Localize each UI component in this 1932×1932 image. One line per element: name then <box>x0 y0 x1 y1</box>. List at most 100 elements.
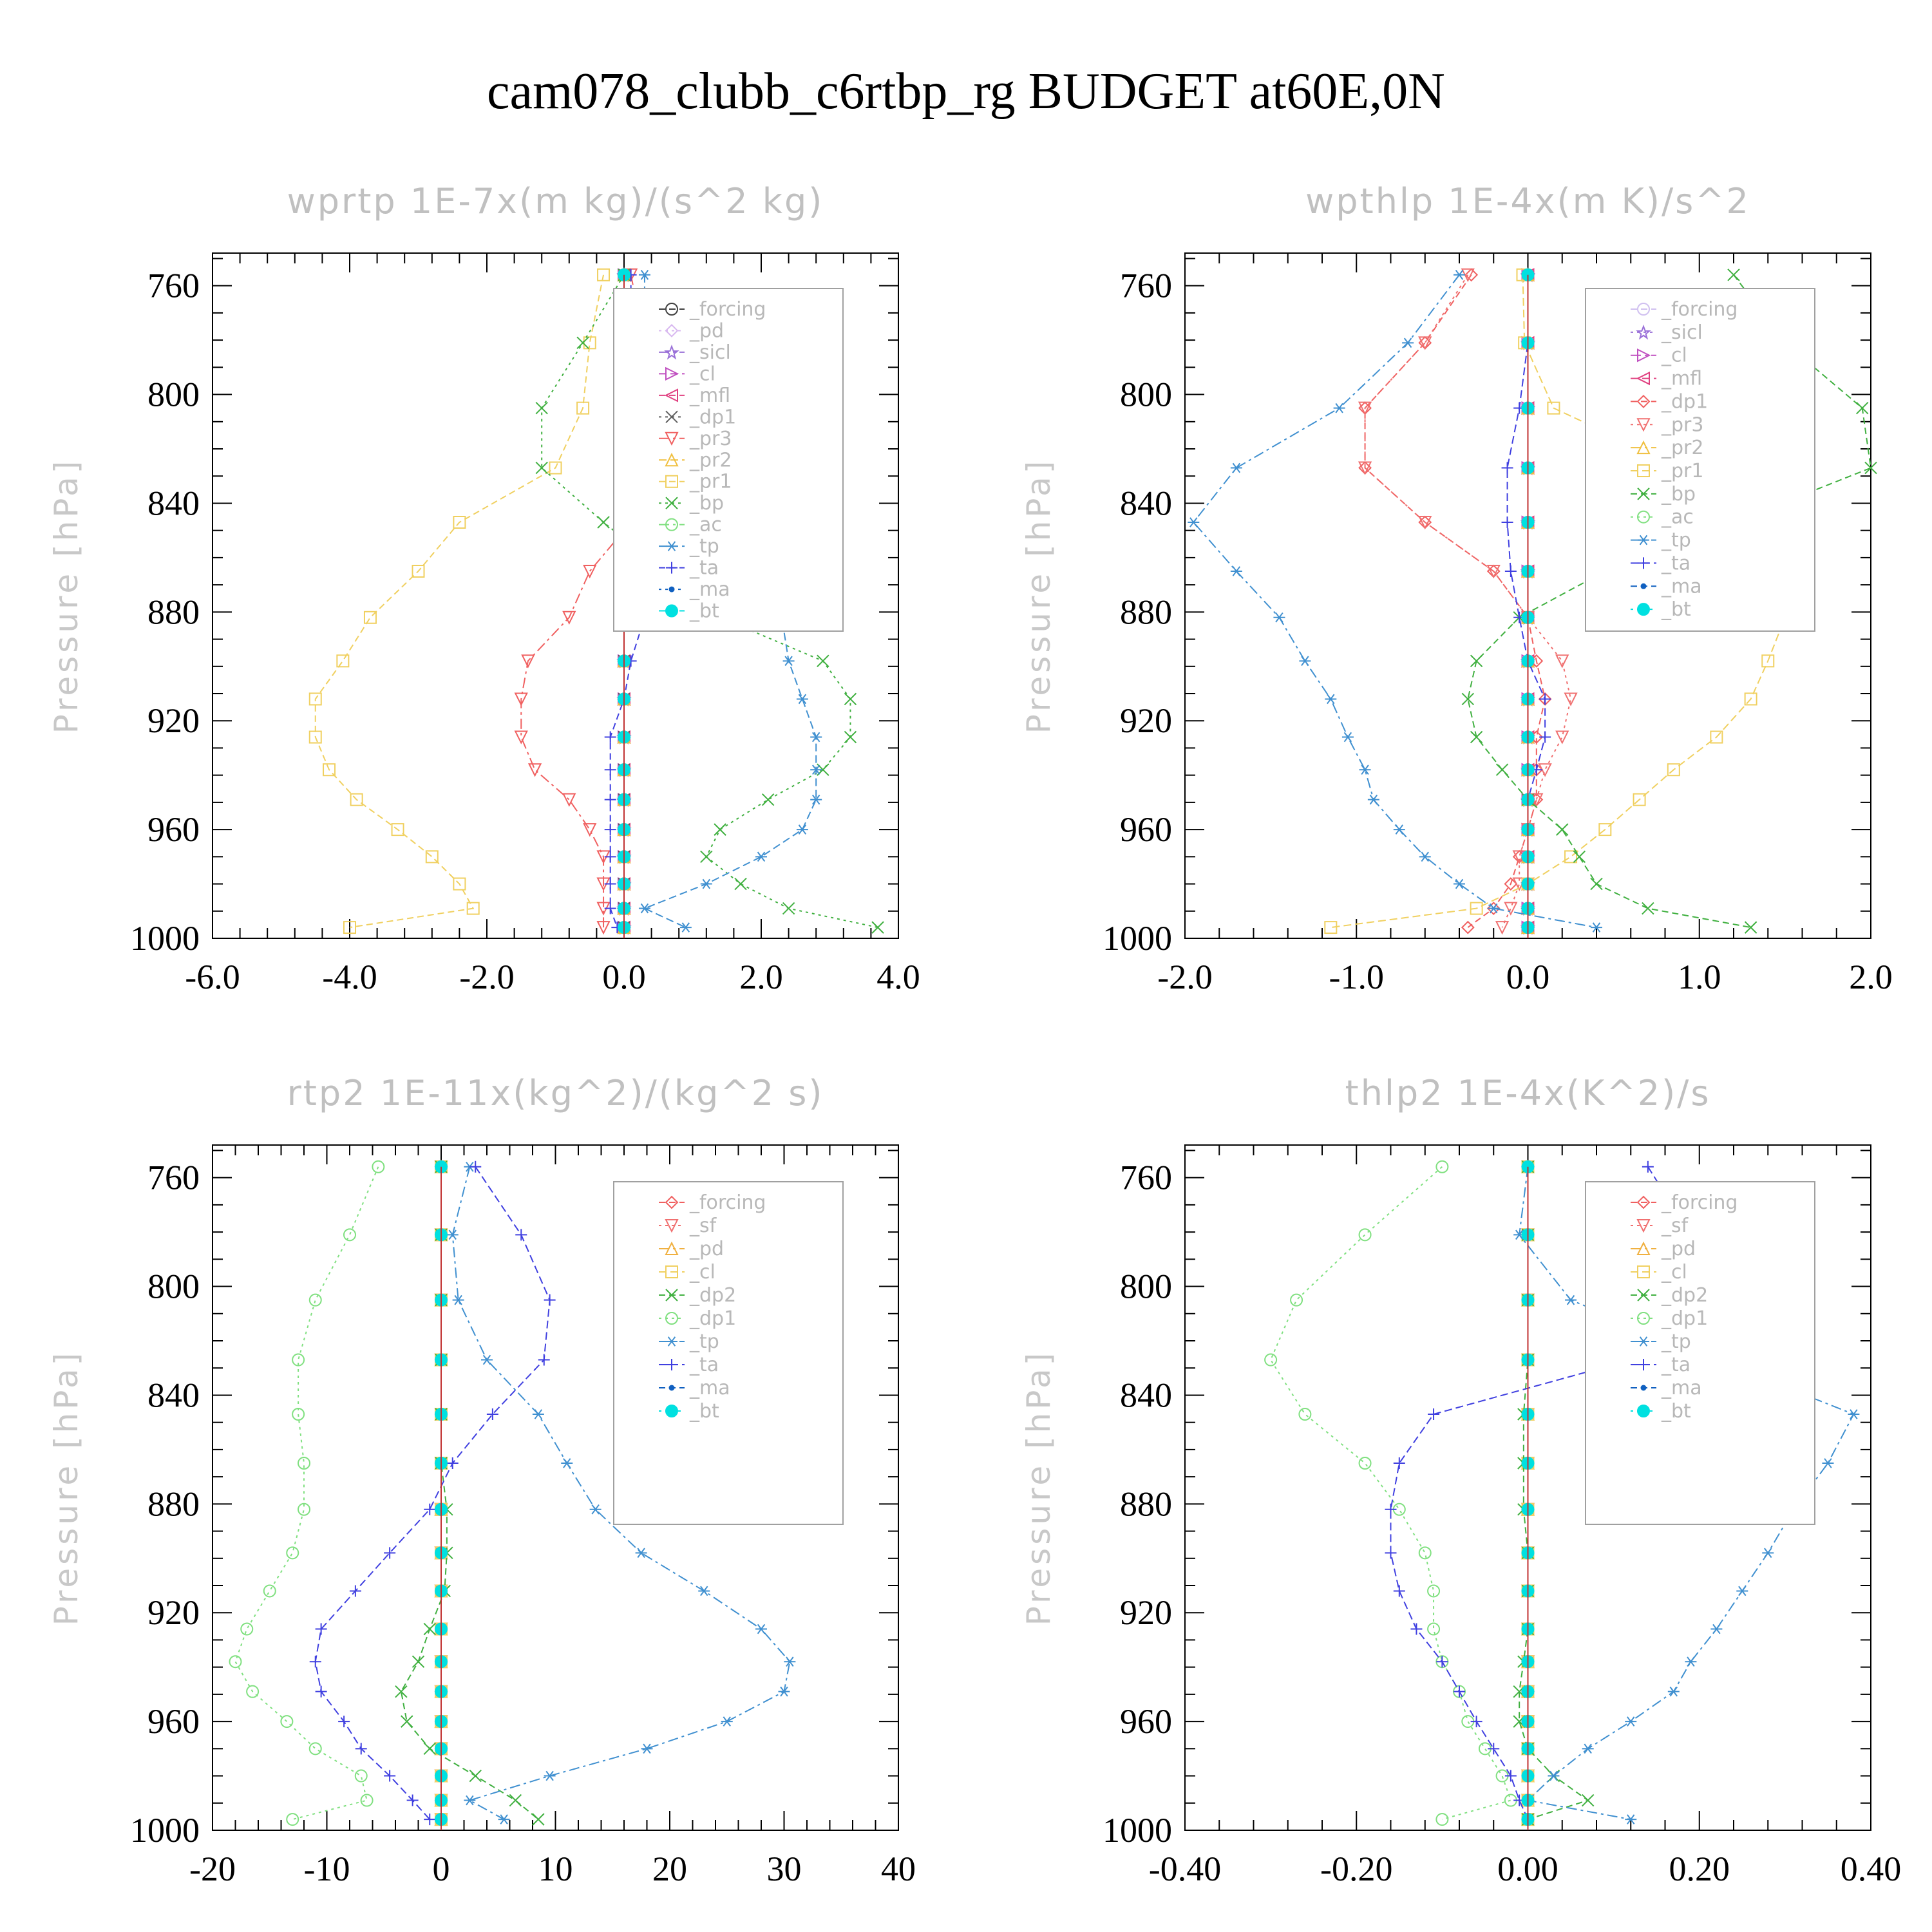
legend-marker <box>1636 395 1651 408</box>
legend-label: _dp1 <box>689 1307 736 1330</box>
data-point <box>391 823 404 837</box>
data-point <box>1436 1656 1448 1668</box>
data-point <box>844 692 857 706</box>
y-tick-label: 840 <box>147 484 200 522</box>
data-point <box>406 1794 419 1806</box>
x-tick-label: 40 <box>881 1850 916 1888</box>
data-point <box>1864 461 1877 475</box>
data-point <box>1582 1743 1594 1754</box>
data-point <box>1358 1228 1372 1242</box>
data-point <box>1762 1548 1774 1558</box>
data-point <box>604 731 616 743</box>
data-point <box>1685 1656 1697 1667</box>
data-point <box>1393 824 1405 835</box>
y-tick-label: 800 <box>1120 375 1172 414</box>
legend-item: _forcing <box>659 298 766 321</box>
legend-item: _ta <box>1631 552 1690 574</box>
legend-item: _dp2 <box>1631 1284 1708 1307</box>
data-point <box>1358 461 1372 475</box>
data-point <box>1495 763 1509 776</box>
data-point <box>514 692 528 706</box>
x-tick-label: -20 <box>189 1850 236 1888</box>
data-point <box>576 336 589 350</box>
data-point <box>1822 1458 1834 1468</box>
data-point <box>453 877 466 891</box>
data-point <box>466 902 480 915</box>
y-tick-label: 760 <box>1120 1159 1172 1197</box>
series-dp1 <box>229 1160 385 1826</box>
data-point <box>638 269 650 280</box>
legend-marker <box>665 1219 679 1233</box>
legend-item: _pd <box>1631 1238 1696 1260</box>
data-point <box>1488 1743 1500 1755</box>
chart-panel-2: wpthlp 1E-4x(m K)/s^2 Pressure [hPa] 760 80… <box>1020 181 1893 996</box>
x-tick-label: -2.0 <box>1157 958 1212 996</box>
legend-item: _ta <box>1631 1354 1690 1376</box>
data-point <box>544 1294 556 1306</box>
x-tick-label: 2.0 <box>1849 958 1893 996</box>
data-point <box>1504 877 1518 891</box>
legend-box <box>613 288 844 632</box>
legend-marker <box>1638 1336 1649 1347</box>
data-point <box>229 1655 242 1669</box>
legend-label: _tp <box>689 1331 719 1353</box>
data-point <box>755 1624 767 1634</box>
data-point <box>521 654 535 668</box>
data-point <box>315 1623 327 1635</box>
legend-label: _sf <box>689 1215 717 1237</box>
x-tick-label: 2.0 <box>739 958 783 996</box>
legend-item: _ta <box>659 1354 719 1376</box>
data-point <box>1581 1794 1595 1807</box>
data-point <box>446 1457 459 1469</box>
data-point <box>360 1794 374 1807</box>
data-point <box>721 1716 733 1727</box>
data-point <box>350 793 363 806</box>
legend-label: _pd <box>1661 1238 1696 1260</box>
legend-item: _bt <box>1631 598 1691 621</box>
data-point <box>1598 823 1612 837</box>
data-point <box>596 921 611 935</box>
legend-item: _ac <box>1631 506 1694 529</box>
legend-label: _ta <box>689 1354 719 1376</box>
x-tick-label: 0 <box>433 1850 450 1888</box>
x-tick-label: -2.0 <box>459 958 514 996</box>
data-point <box>1486 565 1501 579</box>
legend-item: _cl <box>1631 345 1687 367</box>
legend-item: _forcing <box>659 1191 766 1214</box>
legend-marker <box>1637 464 1650 477</box>
data-point <box>1625 1814 1637 1824</box>
data-point <box>1565 1294 1577 1305</box>
legend-item: _mfl <box>1631 368 1702 390</box>
data-point <box>755 851 767 862</box>
data-point <box>1573 850 1586 864</box>
legend-marker <box>668 586 675 592</box>
legend-marker <box>1638 557 1649 569</box>
legend-marker <box>1637 603 1650 616</box>
data-point <box>1393 1457 1405 1469</box>
legend-label: _pr1 <box>689 471 732 493</box>
data-point <box>292 1353 305 1367</box>
data-point <box>286 1813 299 1826</box>
data-point <box>1435 1160 1449 1173</box>
legend-label: _bt <box>689 1400 719 1423</box>
data-point <box>761 793 775 806</box>
legend-marker <box>665 1289 678 1302</box>
data-point <box>464 1795 476 1806</box>
data-point <box>515 1229 527 1241</box>
legend-item: _dp1 <box>1631 390 1708 413</box>
legend-label: _sicl <box>1661 321 1703 344</box>
legend-item: _tp <box>659 1331 719 1353</box>
data-point <box>561 1458 573 1468</box>
legend-label: _bt <box>689 600 719 623</box>
data-point <box>1325 694 1337 705</box>
data-point <box>1848 1409 1860 1419</box>
legend-label: _pr2 <box>1661 437 1703 459</box>
data-point <box>1539 731 1551 743</box>
data-point <box>635 1548 647 1558</box>
data-point <box>679 922 692 933</box>
legend-label: _dp2 <box>1661 1284 1708 1307</box>
legend-marker <box>665 604 678 618</box>
legend-label: _tp <box>689 535 719 558</box>
y-tick-label: 880 <box>1120 592 1172 631</box>
data-point <box>1495 921 1510 935</box>
